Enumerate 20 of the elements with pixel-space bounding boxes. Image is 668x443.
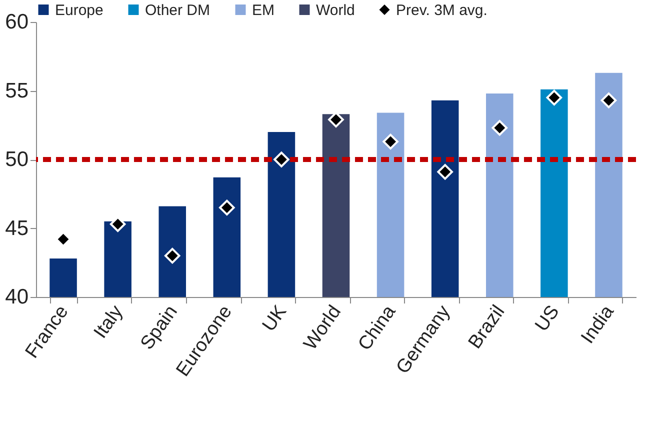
y-tick-label: 50 <box>5 148 28 171</box>
point <box>600 92 617 108</box>
x-tick-label: US <box>531 302 564 336</box>
y-tick-label: 45 <box>5 216 28 240</box>
point <box>274 152 290 168</box>
legend-label: Prev. 3M avg. <box>396 2 488 19</box>
legend-label: EM <box>252 2 274 19</box>
legend-label: World <box>316 2 355 19</box>
point <box>546 90 562 106</box>
point <box>382 134 398 150</box>
y-tick-label: 60 <box>5 10 28 34</box>
legend-label: Europe <box>55 2 104 19</box>
point <box>492 120 508 136</box>
y-tick-label: 40 <box>5 286 28 308</box>
point <box>219 200 235 216</box>
legend-label: Other DM <box>145 2 210 19</box>
x-tick-label: UK <box>258 302 292 336</box>
point <box>437 164 453 180</box>
y-tick-label: 55 <box>5 79 28 102</box>
point <box>164 248 180 264</box>
